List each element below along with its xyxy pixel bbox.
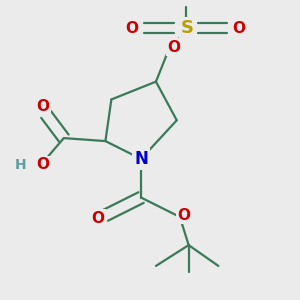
Text: O: O: [233, 21, 246, 36]
Text: O: O: [37, 158, 50, 172]
Text: H: H: [15, 158, 26, 172]
Text: O: O: [178, 208, 191, 223]
Text: O: O: [92, 211, 104, 226]
Text: O: O: [126, 21, 139, 36]
Text: S: S: [181, 19, 194, 37]
Text: N: N: [134, 150, 148, 168]
Text: O: O: [167, 40, 180, 55]
Text: O: O: [37, 99, 50, 114]
